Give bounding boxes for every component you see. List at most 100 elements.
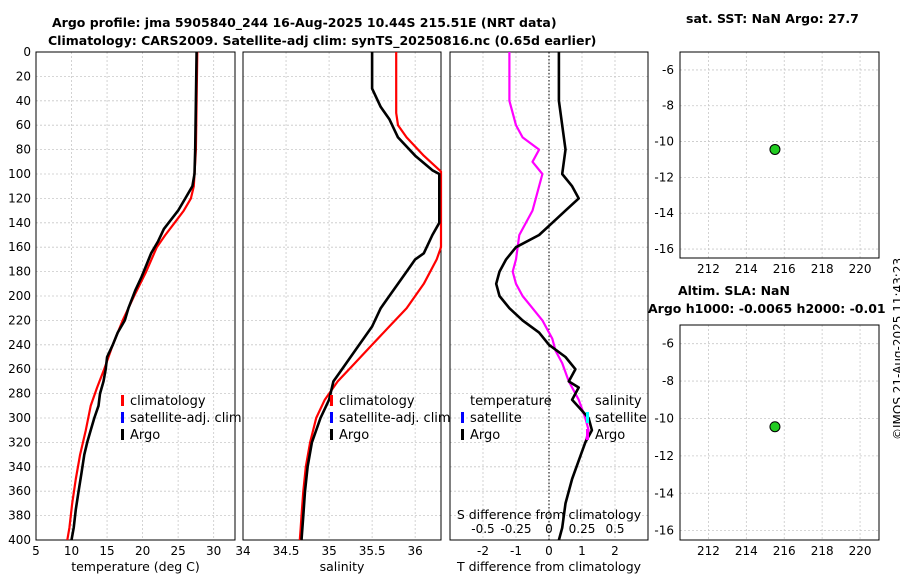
depth-tick-label: 340: [8, 460, 31, 474]
temp-xlabel: temperature (deg C): [71, 559, 200, 574]
sst-ytick-label: -14: [654, 206, 674, 220]
sst-xtick-label: 218: [811, 262, 834, 276]
depth-tick-label: 120: [8, 191, 31, 205]
sla-ytick-label: -8: [662, 374, 674, 388]
temp-xtick-label: 5: [32, 544, 40, 558]
depth-tick-label: 220: [8, 313, 31, 327]
sal-frame: [242, 51, 442, 541]
diff-xtick-label: 1: [578, 544, 586, 558]
sst-ytick-label: -10: [654, 135, 674, 149]
diff-top-tick-label: -0.25: [500, 522, 531, 536]
sla-title-2: Argo h1000: -0.0065 h2000: -0.01: [648, 301, 886, 316]
sal-xtick-label: 34.5: [273, 544, 300, 558]
depth-tick-label: 400: [8, 533, 31, 547]
diff-top-tick-label: 0.25: [569, 522, 596, 536]
diff-salinity-line: [508, 52, 590, 443]
sla-ytick-label: -16: [654, 524, 674, 538]
temp-xtick-label: 25: [171, 544, 186, 558]
diff-legend-swatch: [461, 429, 464, 440]
sal-legend-swatch: [330, 429, 333, 440]
depth-tick-label: 320: [8, 435, 31, 449]
temp-xtick-label: 10: [64, 544, 79, 558]
diff-temperature-line: [494, 52, 594, 541]
sal-legend-swatch: [330, 395, 333, 406]
temp-legend-label: satellite-adj. clim: [130, 411, 242, 426]
temp-legend-swatch: [121, 395, 124, 406]
sla-xtick-label: 212: [697, 544, 720, 558]
diff-legend-temperature-title: temperature: [470, 394, 552, 409]
sal-argo-line: [300, 52, 441, 541]
temp-frame: [35, 51, 236, 541]
temp-legend-label: climatology: [130, 394, 206, 409]
diff-legend-swatch: [461, 412, 464, 423]
title-line-1: Argo profile: jma 5905840_244 16-Aug-202…: [52, 15, 557, 30]
sal-legend-swatch: [330, 412, 333, 423]
depth-tick-label: 200: [8, 289, 31, 303]
diff-xlabel: T difference from climatology: [456, 559, 642, 574]
diff-legend-swatch: [586, 412, 589, 423]
sst-xtick-label: 214: [735, 262, 758, 276]
depth-tick-label: 280: [8, 387, 31, 401]
temp-xtick-label: 30: [206, 544, 221, 558]
title-line-2: Climatology: CARS2009. Satellite-adj cli…: [48, 33, 597, 48]
sla-ytick-label: -6: [662, 337, 674, 351]
sla-title-1: Altim. SLA: NaN: [678, 283, 790, 298]
diff-top-tick-label: 0: [545, 522, 553, 536]
sst-title: sat. SST: NaN Argo: 27.7: [686, 11, 859, 26]
sal-legend-label: Argo: [339, 428, 369, 443]
sst-ytick-label: -8: [662, 99, 674, 113]
sal-climatology-line: [298, 52, 443, 541]
depth-tick-label: 80: [16, 143, 31, 157]
diff-legend-temperature-label: Argo: [470, 428, 500, 443]
diff-legend-salinity-label: satellite: [595, 411, 647, 426]
sla-ytick-label: -12: [654, 449, 674, 463]
depth-tick-label: 360: [8, 484, 31, 498]
sal-legend-label: satellite-adj. clim: [339, 411, 451, 426]
diff-xtick-label: -1: [510, 544, 522, 558]
sst-frame: [679, 51, 880, 259]
temp-legend-label: Argo: [130, 428, 160, 443]
sal-xtick-label: 35: [321, 544, 336, 558]
diff-xtick-label: 2: [611, 544, 619, 558]
sal-xtick-label: 35.5: [359, 544, 386, 558]
depth-tick-label: 180: [8, 265, 31, 279]
temp-legend-swatch: [121, 429, 124, 440]
sla-profile-marker: [769, 421, 781, 433]
sla-frame: [679, 324, 880, 541]
diff-legend-salinity-title: salinity: [595, 394, 642, 409]
diff-legend-swatch: [586, 429, 589, 440]
sal-xtick-label: 36: [408, 544, 423, 558]
diff-top-tick-label: 0.5: [605, 522, 624, 536]
sst-xtick-label: 220: [849, 262, 872, 276]
sst-xtick-label: 212: [697, 262, 720, 276]
depth-tick-label: 100: [8, 167, 31, 181]
diff-top-tick-label: -0.5: [471, 522, 494, 536]
sst-xtick-label: 216: [773, 262, 796, 276]
diff-xtick-label: 0: [545, 544, 553, 558]
diff-top-label: S difference from climatology: [457, 507, 642, 522]
sst-ytick-label: -12: [654, 170, 674, 184]
sla-xtick-label: 214: [735, 544, 758, 558]
depth-tick-label: 160: [8, 240, 31, 254]
sal-xtick-label: 34: [235, 544, 250, 558]
temp-legend-swatch: [121, 412, 124, 423]
depth-tick-label: 300: [8, 411, 31, 425]
diff-xtick-label: -2: [477, 544, 489, 558]
temp-argo-line: [70, 51, 198, 541]
sal-legend-label: climatology: [339, 394, 415, 409]
sst-ytick-label: -16: [654, 242, 674, 256]
sla-ytick-label: -14: [654, 486, 674, 500]
diff-legend-temperature-label: satellite: [470, 411, 522, 426]
sst-profile-marker: [769, 143, 781, 155]
sla-xtick-label: 220: [849, 544, 872, 558]
sal-xlabel: salinity: [320, 559, 365, 574]
temp-xtick-label: 20: [135, 544, 150, 558]
depth-tick-label: 260: [8, 362, 31, 376]
depth-tick-label: 60: [16, 118, 31, 132]
diff-legend-salinity-label: Argo: [595, 428, 625, 443]
depth-tick-label: 0: [23, 45, 31, 59]
sla-xtick-label: 216: [773, 544, 796, 558]
depth-tick-label: 20: [16, 69, 31, 83]
depth-tick-label: 140: [8, 216, 31, 230]
